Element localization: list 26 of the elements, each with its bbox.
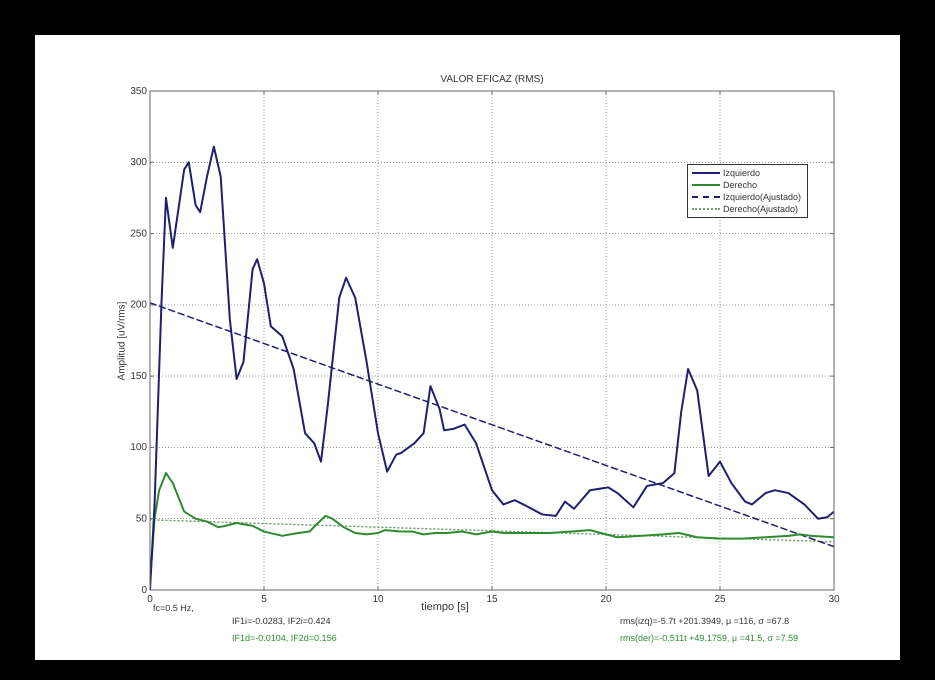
legend-label: Izquierdo — [722, 168, 760, 178]
text: IF1i=-0.0283, IF2i=0.424 — [232, 616, 331, 626]
x-tick-label: 10 — [372, 594, 384, 605]
y-tick-label: 350 — [130, 86, 148, 97]
text: rms(izq)=-5.7t +201.3949, μ =116, σ =67.8 — [620, 616, 790, 626]
y-tick-label: 100 — [130, 442, 148, 454]
text: rms(der)=-0.511t +49.1759, μ =41.5, σ =7.59 — [620, 633, 798, 643]
y-tick-label: 0 — [141, 584, 148, 596]
y-tick-label: 250 — [130, 228, 148, 240]
y-axis-title: Amplitud [uV/rms] — [116, 301, 128, 380]
x-tick-label: 20 — [600, 594, 612, 605]
x-tick-label: 30 — [828, 594, 840, 605]
y-tick-label: 50 — [136, 513, 148, 524]
x-tick-label: 25 — [714, 594, 726, 605]
chart-title: VALOR EFICAZ (RMS) — [440, 74, 544, 85]
legend-label: Izquierdo(Ajustado) — [722, 192, 801, 202]
text: fc=0.5 Hz, — [153, 603, 194, 613]
legend-label: Derecho — [722, 180, 757, 190]
x-tick-label: 5 — [261, 594, 268, 605]
legend-label: Derecho(Ajustado) — [722, 204, 798, 214]
x-tick-label: 15 — [486, 594, 498, 605]
y-tick-label: 150 — [130, 370, 148, 382]
x-axis-title: tiempo [s] — [421, 601, 469, 613]
text: IF1d=-0.0104, IF2d=0.156 — [232, 633, 337, 643]
y-tick-label: 200 — [130, 300, 148, 311]
y-tick-label: 300 — [130, 157, 148, 168]
